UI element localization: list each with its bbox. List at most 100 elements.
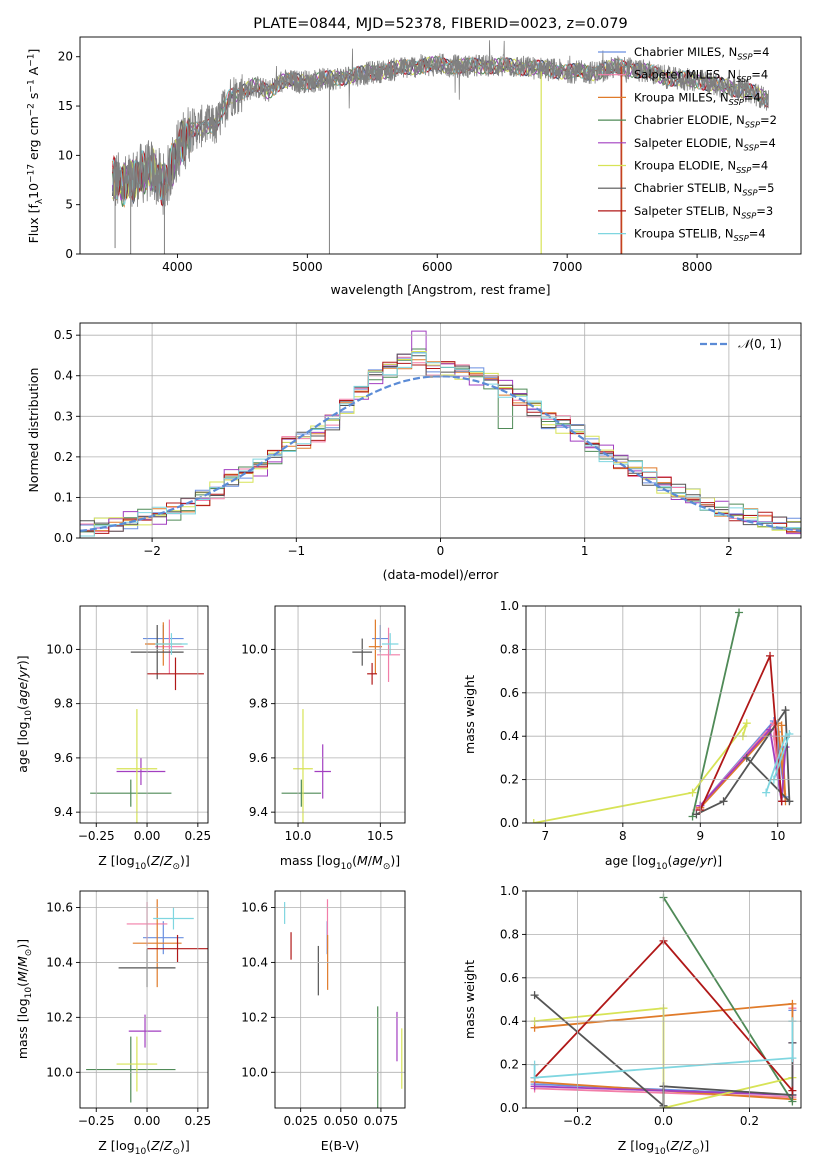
x-tick-label: 7000: [552, 260, 583, 274]
y-tick-label: 10.2: [241, 1010, 268, 1024]
series-marker: [788, 999, 797, 1008]
y-tick-label: 0.0: [500, 816, 519, 830]
legend-label: Chabrier STELIB, NSSP=5: [634, 181, 774, 197]
x-tick-label: −2: [143, 544, 161, 558]
y-tick-label: 10.2: [46, 1010, 73, 1024]
error-bar-kroupa-miles: [368, 619, 382, 674]
legend-label: Kroupa STELIB, NSSP=4: [634, 227, 766, 243]
spectrum-plot-area: [112, 40, 769, 254]
legend-label: Kroupa ELODIE, NSSP=4: [634, 159, 768, 175]
error-bar-chabrier-stelib: [352, 638, 373, 666]
series-chabrier-elodie: [659, 893, 797, 1106]
x-tick-label: 0.00: [134, 829, 161, 843]
x-axis-label: wavelength [Angstrom, rest frame]: [330, 282, 550, 297]
y-tick-label: 1.0: [500, 599, 519, 613]
y-tick-label: 10.4: [241, 955, 268, 969]
legend-label: Chabrier MILES, NSSP=4: [634, 45, 769, 61]
error-bar-salpeter-miles: [377, 627, 401, 682]
x-tick-label: 0.075: [364, 1114, 398, 1128]
y-tick-label: 9.6: [249, 751, 268, 765]
y-axis-label: mass weight: [462, 960, 477, 1039]
series-marker: [785, 797, 794, 806]
y-tick-label: 0.2: [54, 450, 73, 464]
y-tick-label: 15: [58, 99, 73, 113]
y-tick-label: 0.4: [500, 729, 519, 743]
series-marker: [781, 706, 790, 715]
y-tick-label: 0.4: [500, 1014, 519, 1028]
series-marker: [529, 819, 538, 823]
series-marker: [735, 608, 744, 617]
age-vs-Z-plot-area: [90, 619, 204, 823]
residuals-axes: −2 −1 0 1 2 0.0 0.1 0.2 0.3 0.4 0.5 (data-model)/er…: [26, 322, 802, 582]
legend-label: Chabrier ELODIE, NSSP=2: [634, 113, 777, 129]
series-line: [662, 897, 794, 1102]
grid: [526, 605, 801, 824]
error-bar-chabrier-elodie: [90, 779, 172, 807]
y-tick-label: 0.6: [500, 971, 519, 985]
y-tick-label: 10.6: [46, 900, 73, 914]
x-tick-label: 6000: [422, 260, 453, 274]
error-bar-kroupa-elodie: [116, 709, 158, 823]
x-tick-label: 0.2: [740, 1114, 759, 1128]
error-bar-salpeter-elodie: [116, 757, 166, 786]
x-tick-label: 0.0: [654, 1114, 673, 1128]
error-bar-chabrier-stelib: [130, 624, 184, 680]
age-vs-Z-axes: −0.25 0.00 0.25 9.4 9.6 9.8 10.0 Z [log10(Z/Z⊙)…: [15, 605, 211, 872]
y-tick-label: 0.3: [54, 409, 73, 423]
age-vs-mass-axes: 10.0 10.5 9.4 9.6 9.8 10.0 mass [log10(M/M⊙)]: [241, 605, 406, 872]
y-tick-label: 0.8: [500, 927, 519, 941]
series-marker: [777, 797, 786, 806]
y-tick-label: 1.0: [500, 884, 519, 898]
error-bar-kroupa-stelib: [155, 633, 188, 655]
series-line: [765, 732, 792, 793]
x-tick-label: −1: [287, 544, 305, 558]
mass-vs-ebv-plot-area: [284, 899, 403, 1108]
x-tick-label: 7: [542, 829, 550, 843]
mass-vs-Z-axes: −0.25 0.00 0.25 10.0 10.2 10.4 10.6 Z [log10(Z/…: [15, 890, 211, 1157]
y-tick-label: 10.0: [241, 642, 268, 656]
series-marker: [785, 730, 794, 739]
y-tick-label: 10.0: [241, 1065, 268, 1079]
data-line: [112, 40, 769, 215]
y-tick-label: 9.4: [249, 805, 268, 819]
y-tick-label: 0.2: [500, 1058, 519, 1072]
y-axis-label: mass weight: [462, 675, 477, 754]
x-axis-label: E(B-V): [321, 1138, 360, 1153]
x-tick-label: −0.2: [563, 1114, 592, 1128]
legend-label: Salpeter MILES, NSSP=4: [634, 68, 768, 84]
x-axis-label: Z [log10(Z/Z⊙)]: [98, 1138, 190, 1157]
y-tick-label: 10: [58, 148, 73, 162]
x-tick-label: 8: [619, 829, 627, 843]
mass-weight-vs-Z-axes: −0.2 0.0 0.2 0.0 0.2 0.4 0.6 0.8 1.0 mass weight Z…: [462, 884, 802, 1157]
y-tick-label: 5: [65, 198, 73, 212]
x-tick-label: 0.25: [184, 1114, 211, 1128]
y-axis-label: Flux [fλ10−17 erg cm−2 s−1 A−1]: [26, 49, 45, 244]
series-marker: [719, 797, 728, 806]
x-tick-label: 0: [437, 544, 445, 558]
series-marker: [530, 991, 539, 1000]
y-tick-label: 0.0: [54, 531, 73, 545]
error-bar-kroupa-stelib: [153, 907, 194, 930]
legend: Chabrier MILES, NSSP=4 Salpeter MILES, NS…: [598, 45, 777, 243]
y-tick-label: 0: [65, 247, 73, 261]
series-marker: [762, 788, 771, 797]
legend-label: Salpeter STELIB, NSSP=3: [634, 204, 773, 220]
y-axis-label: Normed distribution: [26, 368, 41, 493]
error-bar-salpeter-elodie: [314, 744, 331, 799]
axes-frame: [274, 605, 406, 824]
error-bar-salpeter-miles: [155, 619, 184, 674]
y-tick-label: 0.1: [54, 490, 73, 504]
x-tick-label: −0.25: [78, 1114, 115, 1128]
x-tick-label: 0.25: [184, 829, 211, 843]
error-bar-salpeter-stelib: [147, 657, 204, 691]
error-bar-chabrier-elodie: [86, 1036, 176, 1103]
series-chabrier-stelib: [692, 706, 794, 819]
y-tick-label: 0.4: [54, 369, 73, 383]
grid: [275, 606, 405, 823]
axes-frame: [79, 890, 209, 1109]
series-marker: [742, 753, 751, 762]
y-tick-label: 0.8: [500, 642, 519, 656]
grid: [80, 323, 801, 539]
series-marker: [742, 719, 751, 728]
